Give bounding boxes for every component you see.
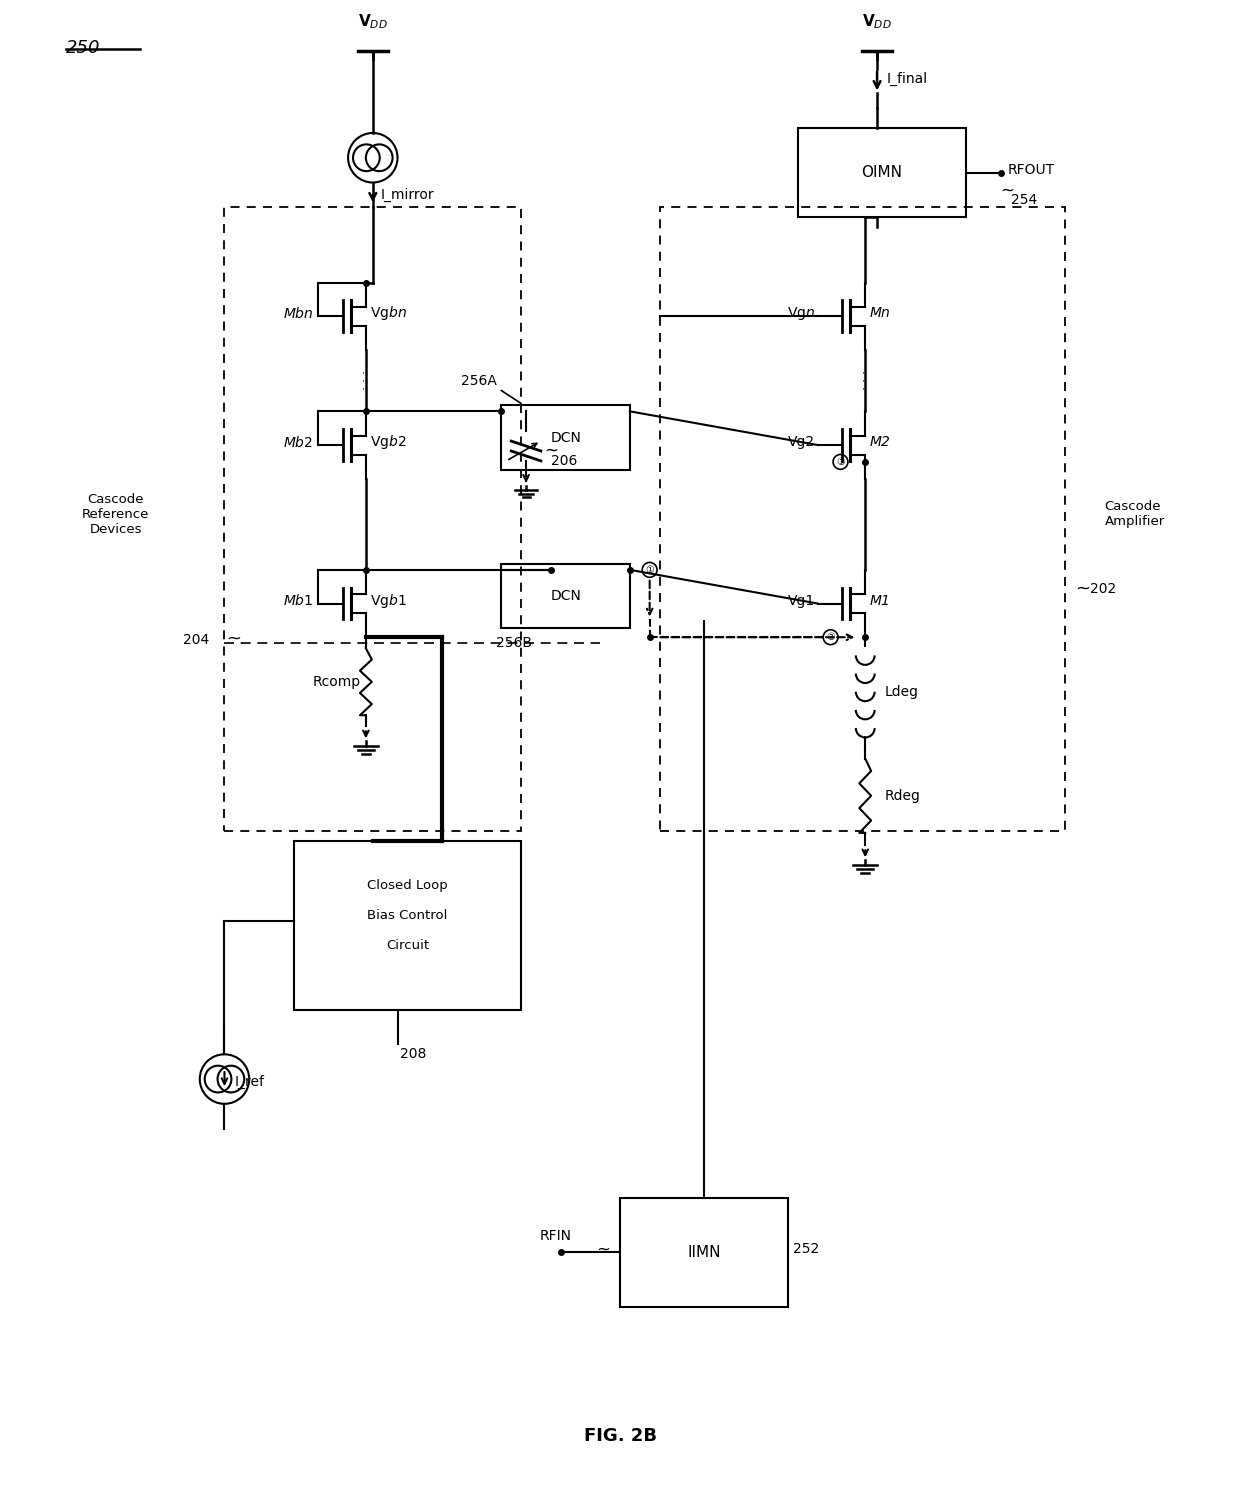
Text: ①: ① <box>645 565 653 575</box>
Text: 206: 206 <box>551 454 577 467</box>
Text: RFIN: RFIN <box>539 1229 572 1243</box>
Bar <box>294 841 521 1010</box>
Text: RFOUT: RFOUT <box>1008 163 1055 177</box>
Text: Closed Loop: Closed Loop <box>367 880 448 892</box>
Bar <box>224 207 521 832</box>
Bar <box>799 129 966 218</box>
Text: Ldeg: Ldeg <box>885 685 919 699</box>
Text: Vg$bn$: Vg$bn$ <box>370 304 407 322</box>
Text: 254: 254 <box>1011 194 1037 207</box>
Text: ~: ~ <box>596 1240 610 1258</box>
Text: ③: ③ <box>836 457 844 467</box>
Bar <box>501 564 630 629</box>
Text: Vg$n$: Vg$n$ <box>786 305 815 322</box>
Text: ~: ~ <box>227 629 242 647</box>
Text: 256A: 256A <box>460 373 496 387</box>
Text: M2: M2 <box>869 435 890 449</box>
Text: Rdeg: Rdeg <box>885 789 921 803</box>
Text: ~: ~ <box>544 442 558 460</box>
Text: Vg2: Vg2 <box>787 435 815 449</box>
Bar <box>620 1198 789 1306</box>
Text: Circuit: Circuit <box>386 939 429 953</box>
Text: Vg$b2$: Vg$b2$ <box>370 432 407 451</box>
Text: 256B: 256B <box>496 637 532 650</box>
Text: DCN: DCN <box>551 590 582 603</box>
Text: M$b2$: M$b2$ <box>283 434 314 449</box>
Text: M$b1$: M$b1$ <box>283 593 314 608</box>
Text: · · ·: · · · <box>360 370 372 390</box>
Text: Vg$b1$: Vg$b1$ <box>370 591 407 609</box>
Text: Rcomp: Rcomp <box>312 674 361 689</box>
Text: I_ref: I_ref <box>234 1075 264 1089</box>
Text: M$bn$: M$bn$ <box>283 305 314 321</box>
Bar <box>660 207 1065 832</box>
Bar <box>501 405 630 470</box>
Text: OIMN: OIMN <box>862 165 903 180</box>
Text: 202: 202 <box>1090 582 1116 596</box>
Text: IIMN: IIMN <box>687 1244 720 1259</box>
Text: V$_{DD}$: V$_{DD}$ <box>358 12 388 30</box>
Text: 208: 208 <box>401 1048 427 1061</box>
Text: M$n$: M$n$ <box>869 307 892 321</box>
Text: 252: 252 <box>794 1243 820 1256</box>
Text: DCN: DCN <box>551 431 582 445</box>
Text: FIG. 2B: FIG. 2B <box>584 1427 656 1444</box>
Text: Cascode
Reference
Devices: Cascode Reference Devices <box>82 493 149 535</box>
Text: · · ·: · · · <box>859 370 872 390</box>
Text: 204: 204 <box>184 634 210 647</box>
Text: ②: ② <box>826 632 835 643</box>
Text: Bias Control: Bias Control <box>367 909 448 922</box>
Text: M1: M1 <box>869 594 890 608</box>
Text: I_mirror: I_mirror <box>381 189 434 203</box>
Text: I_final: I_final <box>887 71 928 86</box>
Text: 250: 250 <box>66 39 100 57</box>
Text: Cascode
Amplifier: Cascode Amplifier <box>1105 500 1164 528</box>
Text: ~: ~ <box>1001 181 1014 200</box>
Text: Vg1: Vg1 <box>787 594 815 608</box>
Text: ~: ~ <box>1075 579 1090 597</box>
Text: V$_{DD}$: V$_{DD}$ <box>862 12 892 30</box>
